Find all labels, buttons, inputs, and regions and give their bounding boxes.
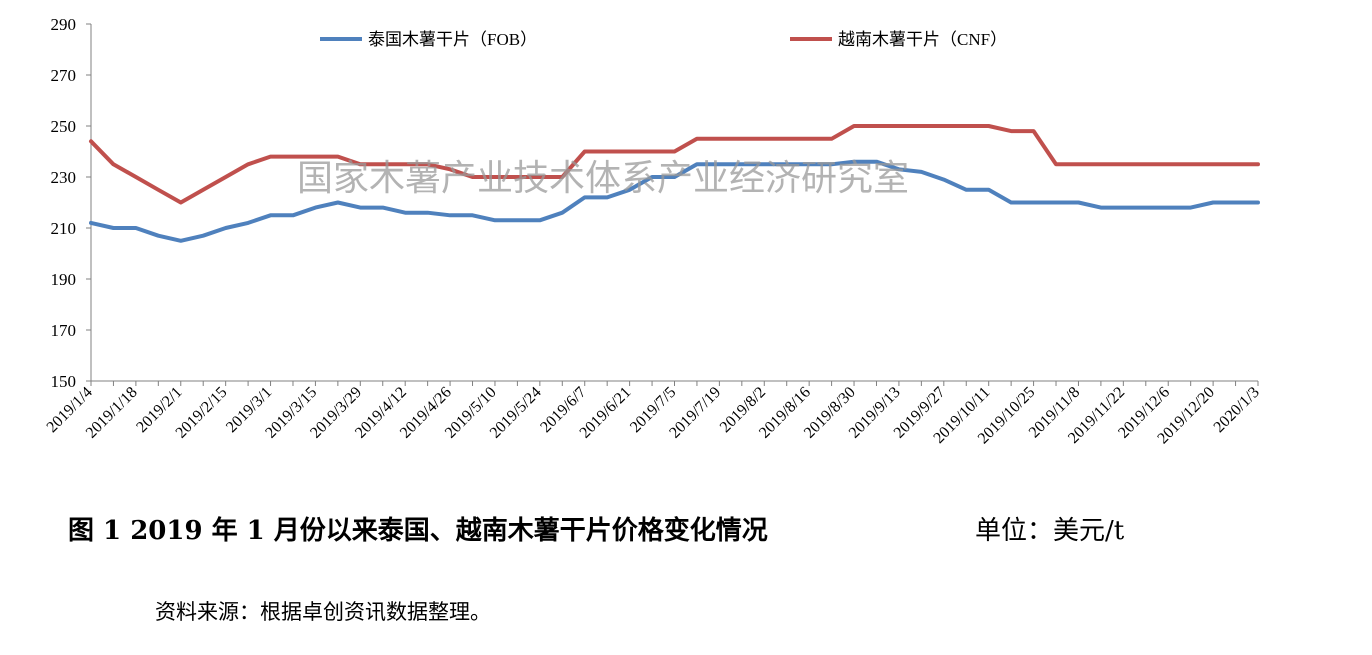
series-line-2 <box>89 124 1260 205</box>
series-line-1 <box>89 159 1260 243</box>
legend-label-2: 越南木薯干片（CNF） <box>838 30 1007 49</box>
price-line-chart: 150 170 190 210 230 250 270 290 2019/1/42019/1/… <box>44 15 1263 447</box>
watermark-text: 国家木薯产业技术体系产业经济研究室 <box>297 158 909 199</box>
y-tick-label: 270 <box>51 66 77 85</box>
x-tick-label: 2020/1/3 <box>1211 384 1263 436</box>
y-tick-label: 170 <box>51 321 77 340</box>
y-tick-label: 190 <box>51 270 77 289</box>
y-tick-label: 230 <box>51 168 77 187</box>
y-tick-label: 290 <box>51 15 77 34</box>
y-axis-ticks: 150 170 190 210 230 250 270 290 <box>51 15 91 391</box>
chart-legend: 泰国木薯干片（FOB） 越南木薯干片（CNF） <box>320 30 1007 49</box>
y-tick-label: 210 <box>51 219 77 238</box>
figure-caption: 图 1 2019 年 1 月份以来泰国、越南木薯干片价格变化情况 <box>68 516 768 546</box>
y-tick-label: 250 <box>51 117 77 136</box>
y-tick-label: 150 <box>51 372 77 391</box>
legend-label-1: 泰国木薯干片（FOB） <box>368 30 537 49</box>
source-note: 资料来源：根据卓创资讯数据整理。 <box>155 600 491 624</box>
unit-label: 单位：美元/t <box>975 516 1125 546</box>
series-lines <box>89 124 1260 243</box>
x-axis-ticks: 2019/1/42019/1/182019/2/12019/2/152019/3… <box>44 381 1263 447</box>
